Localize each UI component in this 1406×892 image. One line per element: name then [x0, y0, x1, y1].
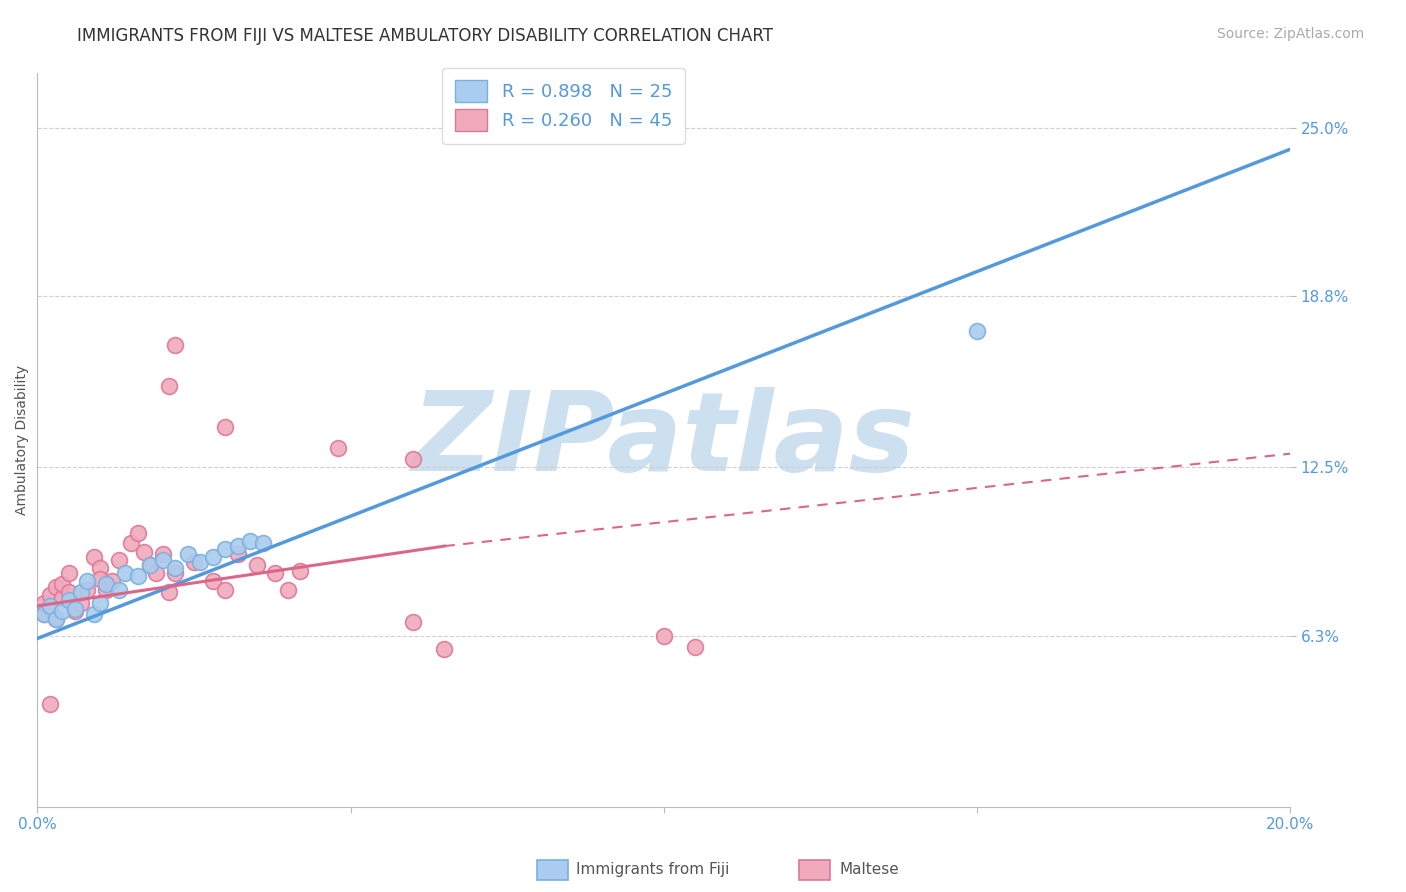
Point: [176, 547, 198, 561]
Point: [139, 558, 162, 573]
Point: [89, 572, 111, 586]
Point: [38, 588, 60, 602]
Point: [326, 442, 349, 456]
Point: [51, 577, 73, 591]
Point: [214, 419, 236, 434]
Point: [152, 552, 174, 566]
Point: [120, 536, 142, 550]
Point: [277, 582, 299, 597]
Point: [83, 549, 105, 564]
Point: [201, 549, 224, 564]
Point: [683, 640, 706, 654]
Point: [58, 585, 80, 599]
Point: [245, 558, 267, 573]
Point: [107, 582, 129, 597]
Text: ZIPatlas: ZIPatlas: [412, 386, 915, 493]
Point: [32, 607, 55, 621]
Point: [966, 325, 988, 339]
Point: [89, 596, 111, 610]
Point: [45, 580, 67, 594]
Text: Source: ZipAtlas.com: Source: ZipAtlas.com: [1216, 27, 1364, 41]
Point: [226, 539, 249, 553]
Point: [201, 574, 224, 589]
Point: [239, 533, 262, 548]
Point: [32, 596, 55, 610]
Text: Immigrants from Fiji: Immigrants from Fiji: [576, 863, 730, 877]
Text: IMMIGRANTS FROM FIJI VS MALTESE AMBULATORY DISABILITY CORRELATION CHART: IMMIGRANTS FROM FIJI VS MALTESE AMBULATO…: [77, 27, 773, 45]
Point: [58, 566, 80, 581]
Point: [214, 582, 236, 597]
Point: [252, 536, 274, 550]
Point: [188, 555, 211, 569]
Point: [127, 569, 149, 583]
Point: [152, 547, 174, 561]
Y-axis label: Ambulatory Disability: Ambulatory Disability: [15, 365, 30, 516]
Point: [127, 525, 149, 540]
Point: [51, 591, 73, 605]
Point: [264, 566, 287, 581]
Point: [63, 601, 86, 615]
Point: [63, 604, 86, 618]
Point: [45, 612, 67, 626]
Point: [45, 612, 67, 626]
Point: [402, 452, 425, 467]
Legend: R = 0.898   N = 25, R = 0.260   N = 45: R = 0.898 N = 25, R = 0.260 N = 45: [441, 68, 685, 145]
Point: [114, 566, 136, 581]
Point: [76, 574, 98, 589]
Point: [433, 642, 456, 657]
Point: [165, 561, 187, 575]
Point: [652, 629, 675, 643]
Point: [76, 582, 98, 597]
Point: [107, 552, 129, 566]
Point: [96, 582, 118, 597]
Point: [32, 607, 55, 621]
Point: [139, 558, 162, 573]
Point: [157, 585, 180, 599]
Point: [89, 561, 111, 575]
Point: [226, 547, 249, 561]
Point: [183, 555, 205, 569]
Point: [83, 607, 105, 621]
Point: [157, 378, 180, 392]
Point: [70, 585, 93, 599]
Point: [132, 544, 155, 558]
Point: [165, 338, 187, 352]
Point: [38, 601, 60, 615]
Point: [290, 564, 312, 578]
Point: [38, 599, 60, 613]
Point: [96, 577, 118, 591]
Point: [402, 615, 425, 630]
Point: [145, 566, 167, 581]
Point: [38, 697, 60, 711]
Text: Maltese: Maltese: [839, 863, 898, 877]
Point: [165, 566, 187, 581]
Point: [101, 574, 124, 589]
Point: [70, 596, 93, 610]
Point: [214, 541, 236, 556]
Point: [51, 604, 73, 618]
Point: [58, 593, 80, 607]
